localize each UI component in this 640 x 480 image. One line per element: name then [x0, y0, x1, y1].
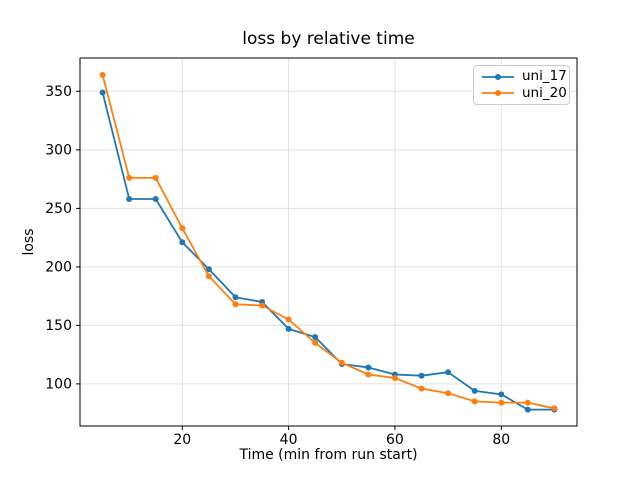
- y-axis-label: loss: [21, 228, 37, 256]
- svg-text:60: 60: [386, 432, 404, 448]
- svg-text:250: 250: [45, 201, 72, 217]
- svg-text:40: 40: [280, 432, 298, 448]
- svg-text:350: 350: [45, 84, 72, 100]
- svg-text:80: 80: [492, 432, 510, 448]
- legend-label: uni_17: [522, 68, 567, 84]
- uni-20-line-marker-icon: [482, 90, 514, 97]
- legend-label: uni_20: [522, 84, 567, 101]
- svg-text:200: 200: [45, 259, 72, 275]
- legend-item-uni-17: uni_17: [481, 68, 569, 84]
- legend-item-uni-20: uni_20: [481, 84, 569, 101]
- svg-text:150: 150: [45, 318, 72, 334]
- svg-text:20: 20: [173, 432, 191, 448]
- x-axis-label: Time (min from run start): [239, 447, 418, 463]
- svg-text:100: 100: [45, 376, 72, 392]
- uni-17-line-marker-icon: [482, 73, 514, 80]
- svg-text:300: 300: [45, 142, 72, 158]
- legend: uni_17 uni_20: [473, 65, 570, 105]
- chart-title: loss by relative time: [242, 29, 415, 49]
